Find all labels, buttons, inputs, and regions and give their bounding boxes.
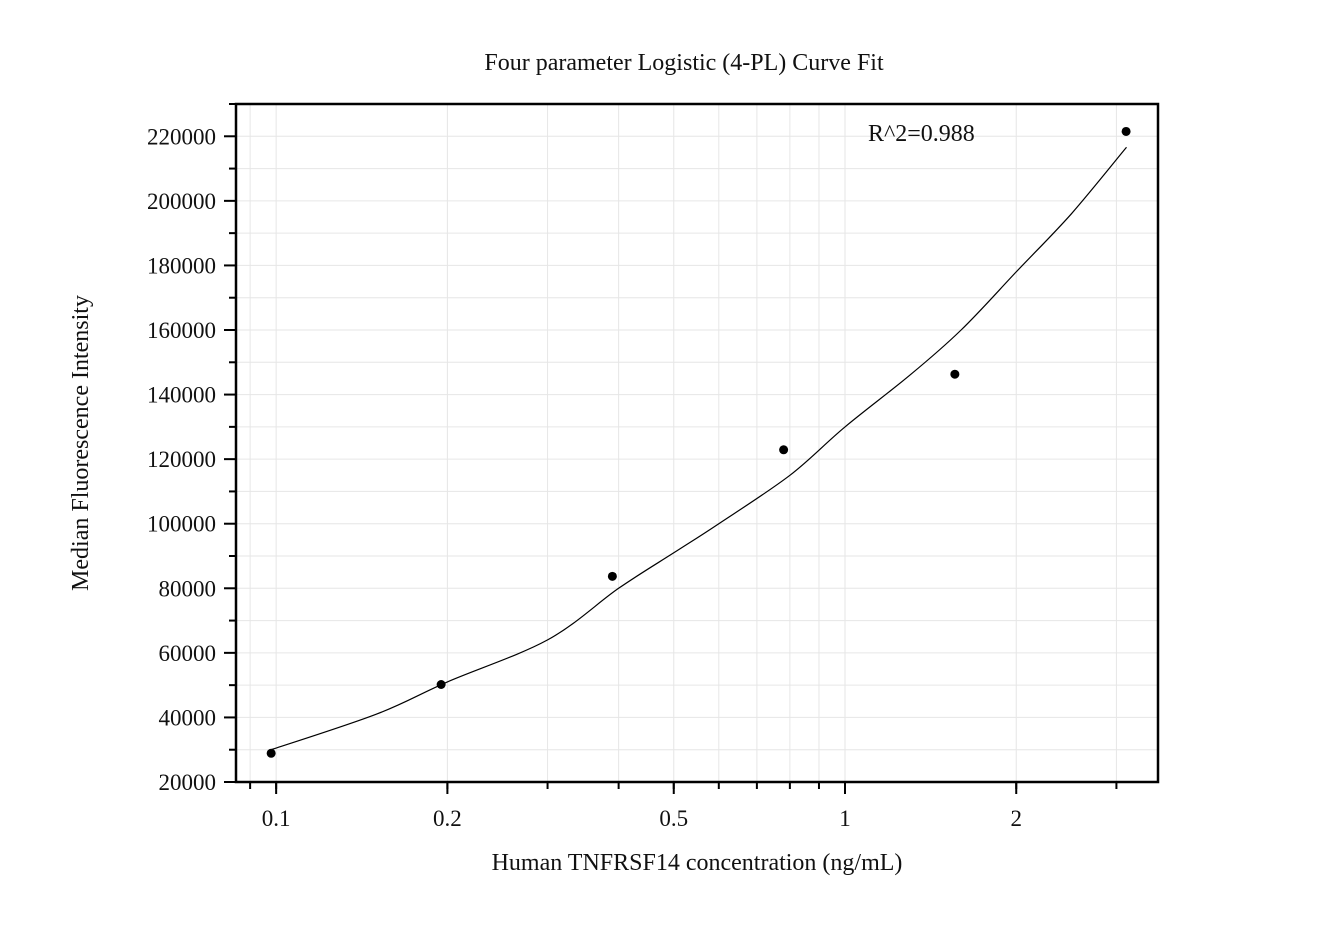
data-points [266,126,1131,758]
data-point [436,679,446,689]
y-tick-label: 20000 [159,770,217,795]
y-tick-label: 160000 [147,318,216,343]
fit-curve [271,146,1127,751]
y-axis-label: Median Fluorescence Intensity [68,295,94,591]
x-tick-label: 1 [839,806,851,831]
y-tick-label: 220000 [147,124,216,149]
y-tick-label: 80000 [159,576,217,601]
x-axis-label: Human TNFRSF14 concentration (ng/mL) [492,850,903,876]
y-tick-label: 180000 [147,253,216,278]
y-tick-label: 120000 [147,447,216,472]
y-tick-label: 40000 [159,705,217,730]
x-tick-label: 2 [1010,806,1022,831]
data-point [266,748,276,758]
x-tick-labels: 0.1 0.2 0.5 1 2 [262,806,1022,831]
plot-frame [234,102,1160,784]
y-tick-labels: 20000 40000 60000 80000 100000 120000 140000 16… [147,124,216,795]
x-tick-label: 0.1 [262,806,291,831]
r-squared-annotation: R^2=0.988 [868,121,975,147]
y-tick-label: 100000 [147,512,216,537]
grid-lines [236,103,1158,783]
x-tick-label: 0.2 [433,806,462,831]
chart-title: Four parameter Logistic (4-PL) Curve Fit [484,50,884,76]
data-point [779,445,789,455]
y-tick-label: 140000 [147,383,216,408]
data-point [950,369,960,379]
data-point [1121,126,1131,136]
y-tick-label: 60000 [159,641,217,666]
y-tick-label: 200000 [147,189,216,214]
axis-ticks [224,103,1118,794]
data-point [607,571,617,581]
x-tick-label: 0.5 [659,806,688,831]
